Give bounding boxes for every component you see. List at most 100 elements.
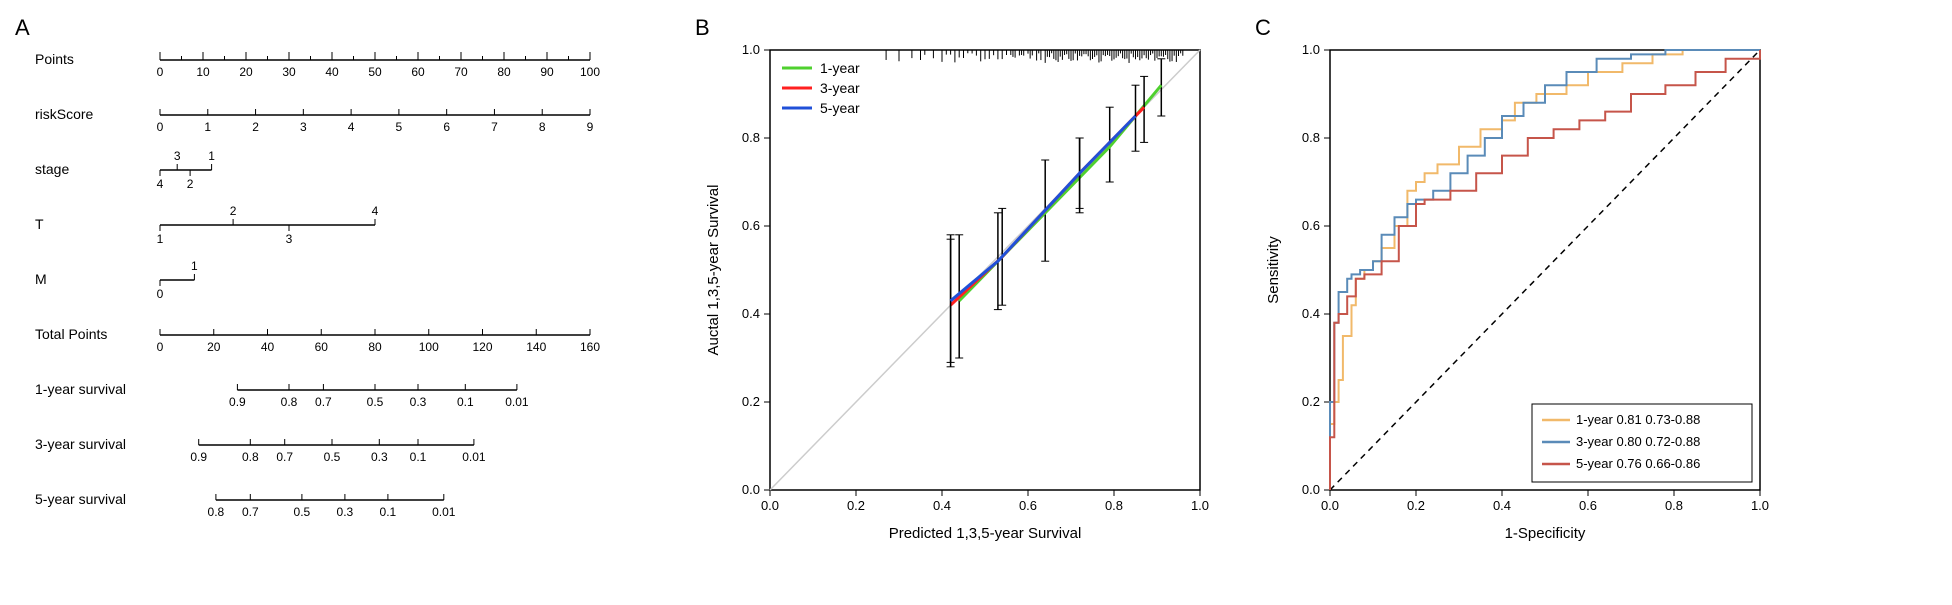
svg-text:0.4: 0.4 [933, 498, 951, 513]
svg-text:0.3: 0.3 [337, 505, 354, 519]
svg-text:0.8: 0.8 [208, 505, 225, 519]
svg-text:0.0: 0.0 [1302, 482, 1320, 497]
svg-text:40: 40 [261, 340, 275, 354]
svg-text:5: 5 [396, 120, 403, 134]
svg-text:0.4: 0.4 [742, 306, 760, 321]
svg-text:5-year survival: 5-year survival [35, 491, 126, 507]
svg-text:0.5: 0.5 [367, 395, 384, 409]
svg-text:80: 80 [497, 65, 511, 79]
svg-text:1: 1 [208, 149, 215, 163]
svg-text:0: 0 [157, 65, 164, 79]
svg-text:0.01: 0.01 [432, 505, 456, 519]
svg-text:Points: Points [35, 51, 74, 67]
svg-text:0.01: 0.01 [462, 450, 486, 464]
svg-text:0.2: 0.2 [847, 498, 865, 513]
svg-text:0.6: 0.6 [1579, 498, 1597, 513]
svg-text:120: 120 [472, 340, 492, 354]
svg-text:100: 100 [419, 340, 439, 354]
svg-text:stage: stage [35, 161, 69, 177]
svg-text:7: 7 [491, 120, 498, 134]
svg-text:3: 3 [286, 232, 293, 246]
svg-text:70: 70 [454, 65, 468, 79]
svg-text:4: 4 [372, 204, 379, 218]
svg-text:Sensitivity: Sensitivity [1265, 236, 1282, 304]
svg-text:1.0: 1.0 [1302, 42, 1320, 57]
svg-text:0.8: 0.8 [1665, 498, 1683, 513]
svg-text:3: 3 [300, 120, 307, 134]
svg-text:Auctal 1,3,5-year Survival: Auctal 1,3,5-year Survival [705, 185, 722, 356]
svg-text:0.1: 0.1 [410, 450, 427, 464]
svg-text:0.5: 0.5 [294, 505, 311, 519]
svg-text:0.8: 0.8 [281, 395, 298, 409]
panel-c: C 0.00.00.20.20.40.40.60.60.80.81.01.01-… [1260, 20, 1780, 555]
svg-text:0.0: 0.0 [761, 498, 779, 513]
svg-text:40: 40 [325, 65, 339, 79]
svg-text:0.8: 0.8 [1105, 498, 1123, 513]
svg-text:0.6: 0.6 [742, 218, 760, 233]
svg-text:0: 0 [157, 340, 164, 354]
svg-text:20: 20 [239, 65, 253, 79]
svg-text:100: 100 [580, 65, 600, 79]
svg-text:3-year 0.80 0.72-0.88: 3-year 0.80 0.72-0.88 [1576, 434, 1700, 449]
svg-text:riskScore: riskScore [35, 106, 94, 122]
svg-text:0.9: 0.9 [190, 450, 207, 464]
svg-text:3-year: 3-year [820, 80, 860, 96]
nomogram-svg: Points0102030405060708090100riskScore012… [20, 20, 660, 580]
svg-text:0.6: 0.6 [1019, 498, 1037, 513]
svg-text:1-Specificity: 1-Specificity [1505, 525, 1586, 542]
panel-b-label: B [695, 15, 710, 41]
svg-text:1-year: 1-year [820, 60, 860, 76]
svg-text:8: 8 [539, 120, 546, 134]
svg-text:0.6: 0.6 [1302, 218, 1320, 233]
svg-text:20: 20 [207, 340, 221, 354]
svg-text:0.1: 0.1 [380, 505, 397, 519]
svg-text:T: T [35, 216, 44, 232]
svg-text:2: 2 [252, 120, 259, 134]
svg-text:0.01: 0.01 [505, 395, 529, 409]
svg-text:0.9: 0.9 [229, 395, 246, 409]
svg-text:0.3: 0.3 [371, 450, 388, 464]
svg-text:3: 3 [174, 149, 181, 163]
svg-text:50: 50 [368, 65, 382, 79]
svg-text:0: 0 [157, 120, 164, 134]
svg-text:0.2: 0.2 [742, 394, 760, 409]
svg-text:0.0: 0.0 [1321, 498, 1339, 513]
svg-text:5-year 0.76 0.66-0.86: 5-year 0.76 0.66-0.86 [1576, 456, 1700, 471]
svg-text:4: 4 [157, 177, 164, 191]
svg-text:1.0: 1.0 [1191, 498, 1209, 513]
svg-text:0.0: 0.0 [742, 482, 760, 497]
svg-text:2: 2 [230, 204, 237, 218]
svg-text:0.7: 0.7 [315, 395, 332, 409]
svg-text:0.2: 0.2 [1302, 394, 1320, 409]
svg-text:0.4: 0.4 [1302, 306, 1320, 321]
svg-text:0.8: 0.8 [1302, 130, 1320, 145]
svg-text:1-year survival: 1-year survival [35, 381, 126, 397]
svg-text:1: 1 [204, 120, 211, 134]
svg-text:0.3: 0.3 [410, 395, 427, 409]
svg-text:0: 0 [157, 287, 164, 301]
svg-text:80: 80 [368, 340, 382, 354]
svg-text:5-year: 5-year [820, 100, 860, 116]
svg-text:Total Points: Total Points [35, 326, 107, 342]
svg-text:0.7: 0.7 [242, 505, 259, 519]
svg-text:160: 160 [580, 340, 600, 354]
roc-svg: 0.00.00.20.20.40.40.60.60.80.81.01.01-Sp… [1260, 20, 1780, 550]
svg-text:30: 30 [282, 65, 296, 79]
svg-text:0.1: 0.1 [457, 395, 474, 409]
svg-text:2: 2 [187, 177, 194, 191]
svg-text:4: 4 [348, 120, 355, 134]
svg-text:0.7: 0.7 [276, 450, 293, 464]
svg-text:6: 6 [443, 120, 450, 134]
panel-a: A Points0102030405060708090100riskScore0… [20, 20, 660, 585]
svg-text:1: 1 [191, 259, 198, 273]
svg-text:1.0: 1.0 [742, 42, 760, 57]
svg-text:1: 1 [157, 232, 164, 246]
svg-text:Predicted 1,3,5-year Survival: Predicted 1,3,5-year Survival [889, 525, 1082, 542]
svg-text:60: 60 [315, 340, 329, 354]
svg-text:0.4: 0.4 [1493, 498, 1511, 513]
svg-text:60: 60 [411, 65, 425, 79]
figure-container: A Points0102030405060708090100riskScore0… [20, 20, 1932, 585]
svg-text:M: M [35, 271, 47, 287]
calibration-svg: 0.00.00.20.20.40.40.60.60.80.81.01.0Pred… [700, 20, 1220, 550]
svg-text:0.2: 0.2 [1407, 498, 1425, 513]
